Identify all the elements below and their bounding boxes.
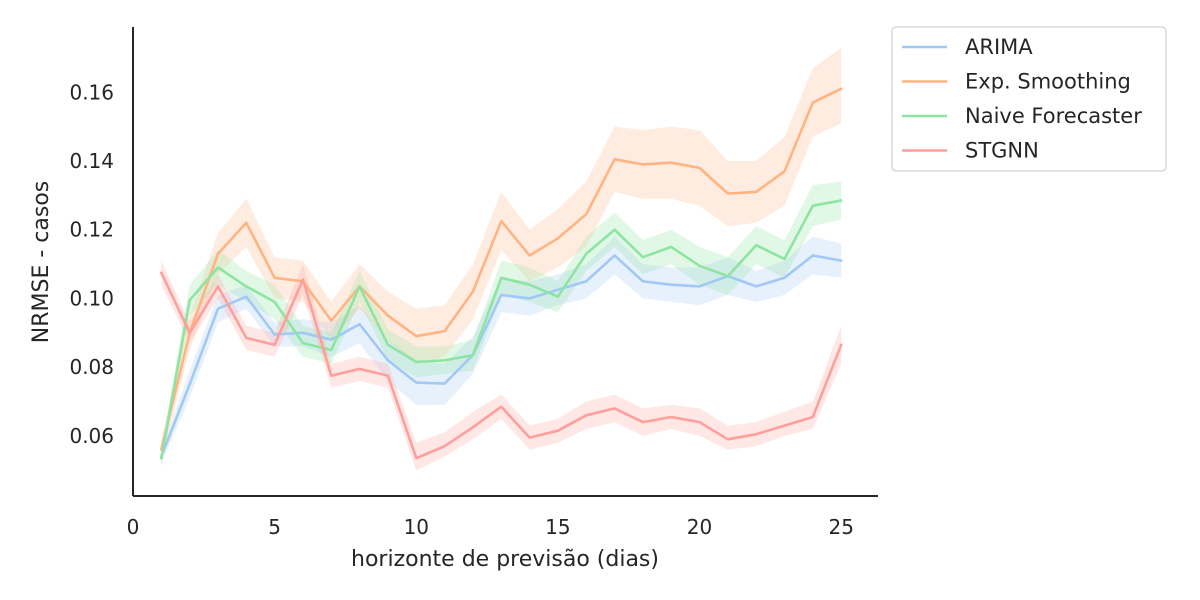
x-tick-label: 25	[828, 515, 853, 539]
x-tick-label: 5	[268, 515, 281, 539]
series-line-naive-forecaster	[160, 199, 843, 460]
x-tick-label: 15	[545, 515, 570, 539]
band-naive-forecaster	[161, 181, 842, 467]
y-tick-label: 0.12	[69, 218, 114, 242]
x-tick-label: 20	[687, 515, 712, 539]
x-tick-labels: 0 5 10 15 20 25	[127, 515, 854, 539]
legend-label-exp-smoothing: Exp. Smoothing	[965, 70, 1131, 94]
y-tick-label: 0.14	[69, 149, 114, 173]
x-tick-label: 0	[127, 515, 140, 539]
legend-label-stgnn: STGNN	[965, 139, 1039, 163]
plot-area	[160, 47, 843, 471]
y-tick-labels: 0.06 0.08 0.10 0.12 0.14 0.16	[69, 80, 114, 448]
series-line-stgnn	[160, 271, 843, 460]
y-tick-label: 0.08	[69, 355, 114, 379]
x-axis-title: horizonte de previsão (dias)	[351, 547, 659, 572]
series-lines	[160, 87, 843, 460]
y-axis-title: NRMSE - casos	[29, 181, 54, 343]
legend: ARIMA Exp. Smoothing Naive Forecaster STGNN	[891, 26, 1167, 172]
series-line-exp-smoothing	[160, 87, 843, 451]
x-tick-label: 10	[404, 515, 429, 539]
y-tick-label: 0.06	[69, 424, 114, 448]
band-exp-smoothing	[161, 47, 842, 460]
y-tick-label: 0.10	[69, 286, 114, 310]
legend-label-naive-forecaster: Naive Forecaster	[965, 104, 1142, 128]
legend-label-arima: ARIMA	[965, 35, 1033, 59]
y-tick-label: 0.16	[69, 80, 114, 104]
band-arima	[161, 236, 842, 464]
legend-box	[891, 26, 1167, 172]
